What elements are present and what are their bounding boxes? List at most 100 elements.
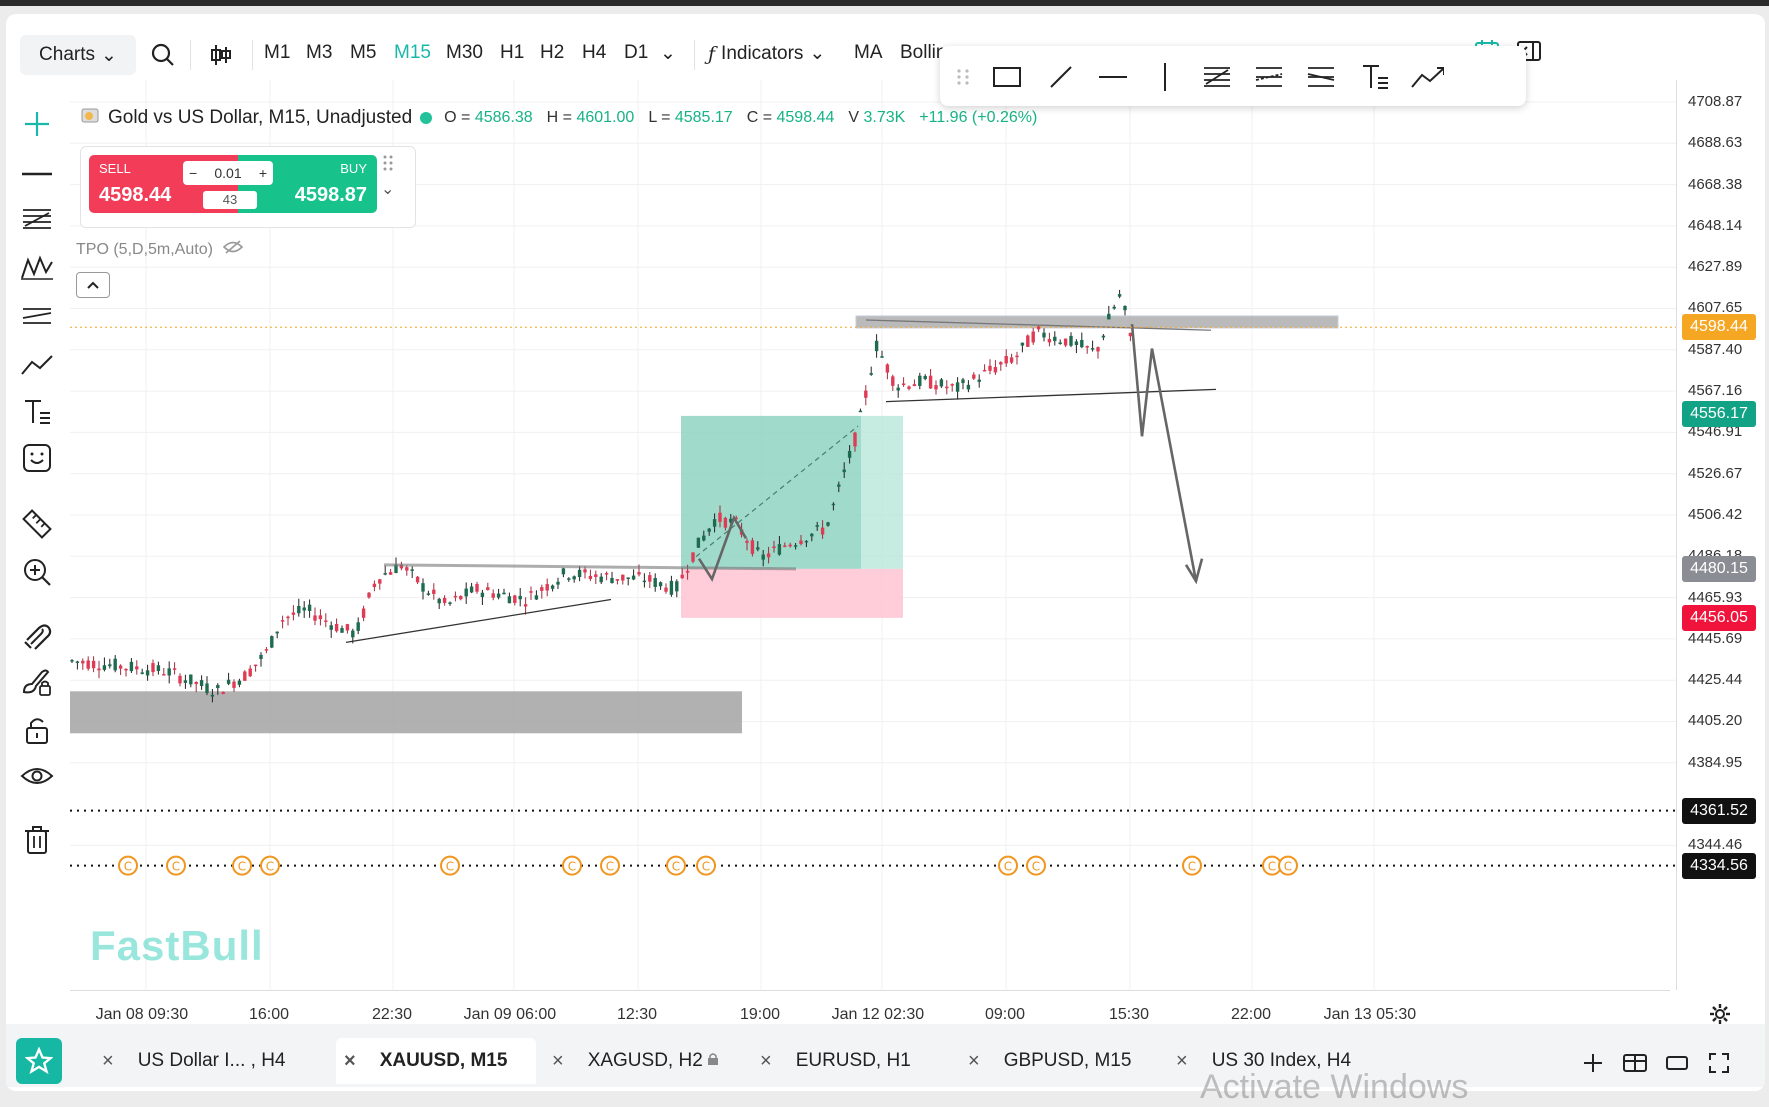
- close-tab-icon[interactable]: ×: [968, 1049, 980, 1072]
- symbol-tab[interactable]: × EURUSD, H1: [752, 1038, 952, 1084]
- timeframe-m5[interactable]: M5: [350, 42, 377, 63]
- candle-body: [534, 595, 539, 600]
- vertical-line-tool-icon[interactable]: [1148, 60, 1182, 94]
- trend-line-tool-icon[interactable]: [1044, 60, 1078, 94]
- drag-handle-icon[interactable]: [946, 60, 980, 94]
- chevron-down-icon[interactable]: ⌄: [381, 181, 395, 198]
- symbol-tab[interactable]: × US 30 Index, H4: [1168, 1038, 1368, 1084]
- window-mode-icon[interactable]: [1662, 1048, 1692, 1078]
- candle-body: [734, 517, 738, 520]
- close-tab-icon[interactable]: ×: [760, 1049, 772, 1072]
- candle-body: [869, 373, 873, 375]
- candle-body: [707, 528, 711, 532]
- symbol-tab[interactable]: × US Dollar I... , H4: [94, 1038, 294, 1084]
- close-tab-icon[interactable]: ×: [102, 1049, 114, 1072]
- price-axis[interactable]: [1676, 80, 1765, 990]
- time-axis[interactable]: [70, 990, 1670, 1026]
- text-tool-icon[interactable]: [10, 392, 64, 432]
- ma-button[interactable]: MA: [854, 42, 883, 63]
- layout-split-icon[interactable]: [1620, 1048, 1650, 1078]
- unlock-icon[interactable]: [10, 710, 64, 750]
- timeframe-h2[interactable]: H2: [540, 42, 565, 63]
- candle-body: [685, 570, 690, 573]
- timeframe-m15[interactable]: M15: [394, 42, 431, 63]
- timeframe-h1[interactable]: H1: [500, 42, 525, 63]
- quantity-value[interactable]: 0.01: [214, 165, 242, 181]
- candle-body: [594, 574, 598, 577]
- separator: [252, 40, 253, 70]
- timeframe-d1[interactable]: D1: [624, 42, 649, 63]
- drag-handle-icon[interactable]: [381, 153, 395, 178]
- tpo-indicator-label[interactable]: TPO (5,D,5m,Auto): [76, 240, 244, 259]
- symbol-title[interactable]: Gold vs US Dollar, M15, Unadjusted: [108, 107, 413, 128]
- quantity-stepper[interactable]: − 0.01 +: [183, 161, 273, 185]
- timeframe-more-chevron-icon[interactable]: ⌄: [660, 43, 676, 64]
- fib-channel-tool-icon[interactable]: [1304, 60, 1338, 94]
- add-tab-plus-icon[interactable]: [1578, 1048, 1608, 1078]
- price-level-tag[interactable]: 4334.56: [1682, 852, 1756, 879]
- price-level-tag[interactable]: 4480.15: [1682, 555, 1756, 582]
- candle-body: [788, 544, 792, 547]
- close-tab-icon[interactable]: ×: [552, 1049, 564, 1072]
- minus-icon[interactable]: −: [189, 165, 198, 181]
- candlestick-type-icon[interactable]: [204, 38, 238, 72]
- event-marker-glyph: C: [1004, 860, 1012, 874]
- watchlist-star-button[interactable]: [16, 1038, 62, 1084]
- timeframe-m1[interactable]: M1: [264, 42, 291, 63]
- candle-body: [313, 615, 317, 621]
- timeframe-h4[interactable]: H4: [582, 42, 607, 63]
- candle-body: [226, 679, 231, 684]
- ruler-measure-icon[interactable]: [10, 504, 64, 544]
- event-marker-glyph: C: [1032, 860, 1040, 874]
- candle-body: [172, 668, 177, 670]
- symbol-tab[interactable]: × XAGUSD, H2: [544, 1038, 744, 1084]
- pattern-tool-icon[interactable]: [10, 248, 64, 288]
- collapse-legend-button[interactable]: [76, 272, 110, 298]
- trash-icon[interactable]: [10, 820, 64, 860]
- crosshair-plus-icon[interactable]: [10, 104, 64, 144]
- text-tool-icon[interactable]: [1358, 60, 1392, 94]
- fib-tool-icon[interactable]: [10, 200, 64, 240]
- candle-body: [1026, 335, 1030, 347]
- zoom-in-icon[interactable]: [10, 552, 64, 592]
- charts-menu-button[interactable]: Charts ⌄: [20, 35, 136, 75]
- chart-app: Charts ⌄ M1 M3 M5 M15 M30 H1 H2 H4 D1 ⌄ …: [6, 14, 1765, 1091]
- emoji-sticker-icon[interactable]: [10, 438, 64, 478]
- chart-settings-gear-icon[interactable]: [1708, 1002, 1732, 1031]
- fib-retracement-tool-icon[interactable]: [1200, 60, 1234, 94]
- trend-path-icon[interactable]: [10, 344, 64, 384]
- plus-icon[interactable]: +: [258, 165, 267, 181]
- symbol-tab[interactable]: × GBPUSD, M15: [960, 1038, 1160, 1084]
- price-level-tag[interactable]: 4556.17: [1682, 400, 1756, 427]
- candle-body: [113, 658, 117, 671]
- candle-body: [907, 386, 911, 389]
- channel-tool-icon[interactable]: [10, 296, 64, 336]
- lock-drawing-brush-icon[interactable]: [10, 662, 64, 702]
- magnet-icon[interactable]: [10, 616, 64, 656]
- buy-button[interactable]: BUY 4598.87: [259, 155, 377, 213]
- candle-body: [253, 664, 258, 667]
- candle-body: [1117, 294, 1122, 297]
- price-level-tag[interactable]: 4361.52: [1682, 797, 1756, 824]
- rectangle-tool-icon[interactable]: [990, 60, 1024, 94]
- candle-body: [518, 595, 522, 600]
- close-tab-icon[interactable]: ×: [1176, 1049, 1188, 1072]
- price-level-tag[interactable]: 4598.44: [1682, 314, 1756, 341]
- symbol-tab[interactable]: × XAUUSD, M15: [336, 1038, 536, 1084]
- indicators-button[interactable]: ƒ Indicators ⌄: [708, 42, 825, 65]
- search-icon[interactable]: [146, 38, 180, 72]
- eye-hidden-icon[interactable]: [222, 240, 244, 259]
- timeframe-m3[interactable]: M3: [306, 42, 333, 63]
- parallel-channel-tool-icon[interactable]: [1252, 60, 1286, 94]
- line-tool-icon[interactable]: [10, 154, 64, 194]
- fullscreen-icon[interactable]: [1704, 1048, 1734, 1078]
- horizontal-line-tool-icon[interactable]: [1096, 60, 1130, 94]
- position-dashed-line: [695, 425, 859, 558]
- path-tool-icon[interactable]: [1410, 60, 1444, 94]
- price-level-tag[interactable]: 4456.05: [1682, 604, 1756, 631]
- close-tab-icon[interactable]: ×: [344, 1049, 356, 1072]
- eye-visibility-icon[interactable]: [10, 756, 64, 796]
- timeframe-m30[interactable]: M30: [446, 42, 483, 63]
